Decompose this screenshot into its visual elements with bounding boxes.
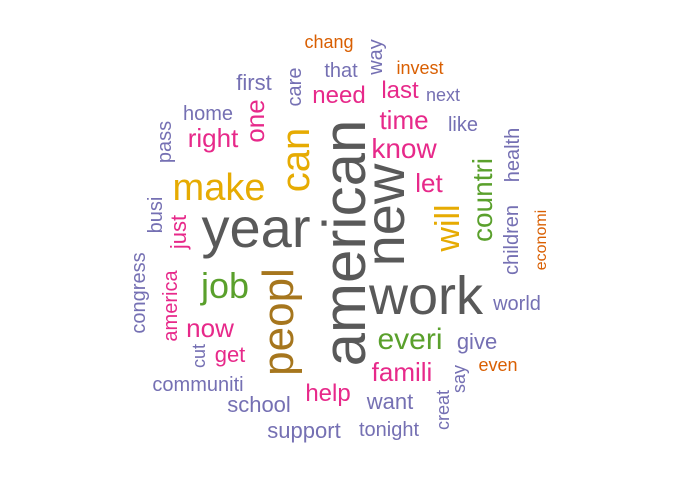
word-get: get <box>214 342 246 367</box>
word-famili: famili <box>371 357 433 387</box>
word-invest: invest <box>396 58 444 78</box>
word-economi: economi <box>533 209 550 271</box>
word-children: children <box>501 204 523 276</box>
word-care: care <box>284 67 306 107</box>
word-one: one <box>240 99 270 143</box>
word-need: need <box>312 82 366 109</box>
word-cut: cut <box>189 343 209 369</box>
word-help: help <box>305 380 351 407</box>
word-job: job <box>200 265 250 306</box>
word-last: last <box>381 77 419 104</box>
word-will: will <box>429 204 467 252</box>
word-creat: creat <box>433 389 453 431</box>
word-communiti: communiti <box>152 374 244 396</box>
word-say: say <box>449 364 469 394</box>
word-everi: everi <box>377 323 443 356</box>
word-even: even <box>478 355 518 375</box>
word-peopl: peopl <box>254 268 303 376</box>
word-year: year <box>201 196 311 259</box>
word-time: time <box>379 105 429 135</box>
word-new: new <box>353 163 416 267</box>
word-world: world <box>493 293 541 315</box>
word-chang: chang <box>304 32 354 52</box>
word-want: want <box>366 389 414 414</box>
word-home: home <box>182 103 234 125</box>
word-work: work <box>368 266 484 326</box>
word-countri: countri <box>467 157 498 243</box>
word-right: right <box>187 123 239 153</box>
word-tonight: tonight <box>358 419 420 441</box>
word-make: make <box>172 167 266 209</box>
word-busi: busi <box>145 196 167 234</box>
word-first: first <box>236 70 272 95</box>
word-that: that <box>324 60 358 82</box>
word-know: know <box>371 133 437 164</box>
word-just: just <box>166 214 191 250</box>
word-school: school <box>227 392 291 417</box>
word-support: support <box>267 418 341 443</box>
word-health: health <box>502 127 524 183</box>
word-pass: pass <box>154 120 176 164</box>
word-next: next <box>425 85 461 105</box>
word-way: way <box>365 39 387 75</box>
word-let: let <box>415 168 443 198</box>
word-america: america <box>160 270 182 342</box>
word-now: now <box>186 313 234 343</box>
word-can: can <box>274 127 318 193</box>
word-like: like <box>447 114 479 136</box>
word-congress: congress <box>128 252 150 334</box>
word-give: give <box>456 329 498 354</box>
